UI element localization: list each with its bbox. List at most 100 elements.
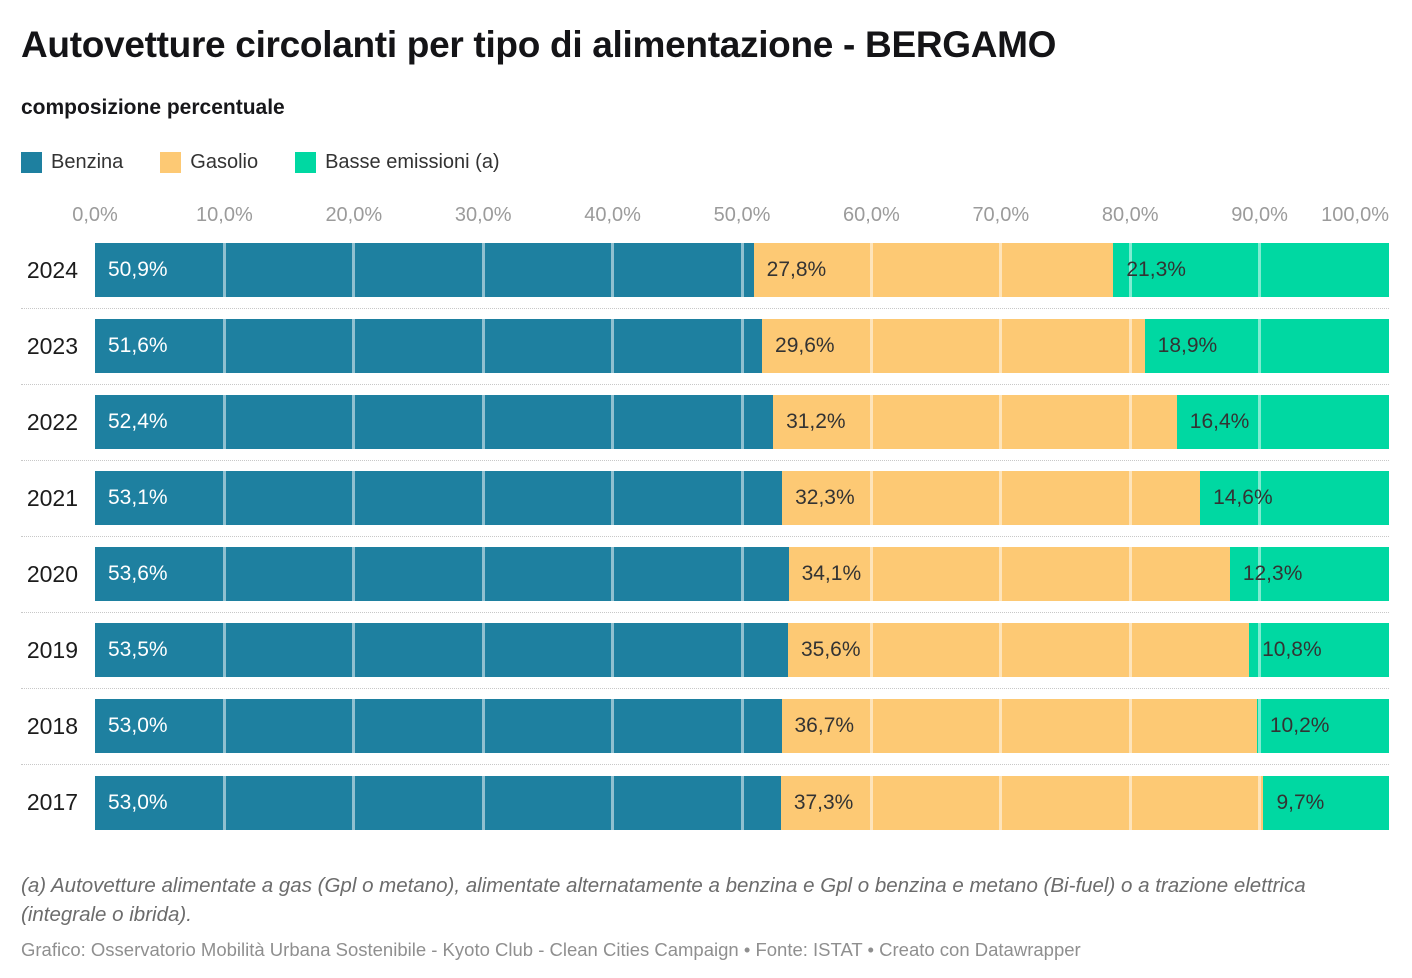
gridline xyxy=(352,471,356,526)
gridline xyxy=(481,775,485,830)
bar-segment-benzina[interactable]: 53,5% xyxy=(95,623,788,678)
gridline xyxy=(481,243,485,298)
gridline xyxy=(611,775,615,830)
bar-value-label: 29,6% xyxy=(775,334,835,358)
bar-value-label: 36,7% xyxy=(794,714,855,738)
bar-track: 51,6% 29,6% 18,9% xyxy=(95,319,1389,374)
gridline xyxy=(869,243,873,298)
gridline xyxy=(869,547,873,602)
legend-item-gasolio: Gasolio xyxy=(160,151,258,174)
gridline xyxy=(999,243,1003,298)
gridline xyxy=(999,471,1003,526)
bar-segment-gasolio[interactable]: 27,8% xyxy=(753,243,1114,298)
chart-title: Autovetture circolanti per tipo di alime… xyxy=(21,24,1057,65)
gridline xyxy=(222,395,226,450)
bar-value-label: 50,9% xyxy=(108,258,168,282)
bar-segment-gasolio[interactable]: 32,3% xyxy=(782,471,1201,526)
gridline xyxy=(222,775,226,830)
gridline xyxy=(222,243,226,298)
bar-segment-benzina[interactable]: 51,6% xyxy=(95,319,763,374)
bar-segment-gasolio[interactable]: 34,1% xyxy=(788,547,1230,602)
gridline xyxy=(740,243,744,298)
bar-segment-benzina[interactable]: 53,1% xyxy=(95,471,783,526)
bar-segment-gasolio[interactable]: 31,2% xyxy=(773,395,1177,450)
bar-segment-benzina[interactable]: 53,6% xyxy=(95,547,789,602)
bar-value-label: 52,4% xyxy=(108,410,168,434)
chart-row-2019: 2019 53,5% 35,6% 10,8% xyxy=(21,613,1389,689)
gridline xyxy=(611,471,615,526)
bar-value-label: 53,0% xyxy=(108,790,168,814)
gridline xyxy=(1128,775,1132,830)
bar-segment-benzina[interactable]: 53,0% xyxy=(95,775,781,830)
gridline xyxy=(740,471,744,526)
gridline xyxy=(740,395,744,450)
bar-segment-gasolio[interactable]: 35,6% xyxy=(787,623,1250,678)
gridline xyxy=(740,319,744,374)
gridline xyxy=(481,471,485,526)
bar-segment-benzina[interactable]: 52,4% xyxy=(95,395,774,450)
bar-segment-basse-emissioni-a[interactable]: 10,2% xyxy=(1256,699,1389,754)
row-year-label: 2019 xyxy=(26,636,78,663)
chart-row-2023: 2023 51,6% 29,6% 18,9% xyxy=(21,309,1389,385)
chart-row-2021: 2021 53,1% 32,3% 14,6% xyxy=(21,461,1389,537)
gridline xyxy=(869,699,873,754)
gridline xyxy=(222,623,226,678)
bar-segment-gasolio[interactable]: 36,7% xyxy=(781,699,1257,754)
bar-value-label: 53,6% xyxy=(108,562,168,586)
gridline xyxy=(1258,699,1262,754)
bar-segment-basse-emissioni-a[interactable]: 9,7% xyxy=(1263,775,1389,830)
bar-segment-gasolio[interactable]: 37,3% xyxy=(780,775,1264,830)
bar-segment-basse-emissioni-a[interactable]: 21,3% xyxy=(1113,243,1389,298)
gridline xyxy=(481,395,485,450)
row-year-label: 2024 xyxy=(26,256,78,283)
gridline xyxy=(999,547,1003,602)
bar-segment-benzina[interactable]: 50,9% xyxy=(95,243,754,298)
bar-segment-basse-emissioni-a[interactable]: 12,3% xyxy=(1229,547,1389,602)
gridline xyxy=(611,395,615,450)
legend-item-basse-emissioni-a: Basse emissioni (a) xyxy=(295,151,500,174)
bar-value-label: 16,4% xyxy=(1189,410,1250,434)
legend-swatch-icon xyxy=(160,151,182,173)
x-axis-tick: 80,0% xyxy=(1101,203,1159,226)
gridline xyxy=(1258,395,1262,450)
gridline xyxy=(869,471,873,526)
gridline xyxy=(611,547,615,602)
bar-segment-basse-emissioni-a[interactable]: 14,6% xyxy=(1200,471,1389,526)
gridline xyxy=(481,319,485,374)
bar-segment-basse-emissioni-a[interactable]: 18,9% xyxy=(1144,319,1389,374)
chart-row-2020: 2020 53,6% 34,1% 12,3% xyxy=(21,537,1389,613)
footnote: (a) Autovetture alimentate a gas (Gpl o … xyxy=(21,873,1306,926)
bar-value-label: 51,6% xyxy=(108,334,168,358)
gridline xyxy=(1258,775,1262,830)
bar-value-label: 35,6% xyxy=(800,638,861,662)
gridline xyxy=(352,547,356,602)
bar-segment-basse-emissioni-a[interactable]: 16,4% xyxy=(1176,395,1389,450)
gridline xyxy=(869,395,873,450)
gridline xyxy=(999,775,1003,830)
bar-value-label: 14,6% xyxy=(1213,486,1273,510)
x-axis-tick: 40,0% xyxy=(584,203,641,226)
x-axis-tick: 30,0% xyxy=(454,203,512,226)
row-year-label: 2017 xyxy=(26,789,78,816)
gridline xyxy=(999,699,1003,754)
gridline xyxy=(481,623,485,678)
gridline xyxy=(740,623,744,678)
gridline xyxy=(869,319,873,374)
chart-row-2024: 2024 50,9% 27,8% 21,3% xyxy=(21,233,1389,309)
row-year-label: 2020 xyxy=(26,560,78,587)
legend-swatch-icon xyxy=(21,151,42,173)
bar-segment-benzina[interactable]: 53,0% xyxy=(95,699,782,754)
bar-value-label: 27,8% xyxy=(766,258,827,282)
x-axis-tick: 0,0% xyxy=(72,203,118,226)
gridline xyxy=(999,395,1003,450)
row-year-label: 2023 xyxy=(26,332,78,359)
bar-segment-gasolio[interactable]: 29,6% xyxy=(762,319,1145,374)
bar-segment-basse-emissioni-a[interactable]: 10,8% xyxy=(1249,623,1389,678)
bar-track: 53,5% 35,6% 10,8% xyxy=(95,623,1389,678)
gridline xyxy=(352,243,356,298)
chart-subtitle: composizione percentuale xyxy=(21,95,285,119)
gridline xyxy=(1128,471,1132,526)
bar-track: 53,0% 37,3% 9,7% xyxy=(95,775,1389,830)
gridline xyxy=(352,699,356,754)
